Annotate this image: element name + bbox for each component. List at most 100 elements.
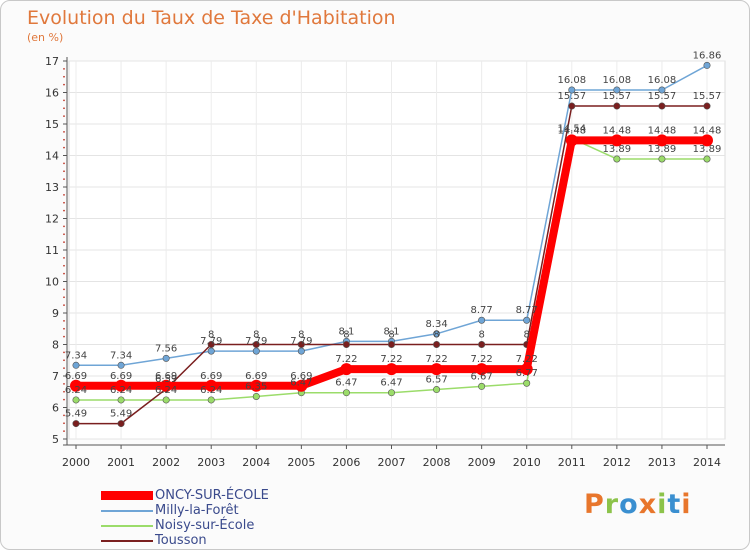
- data-label-tousson: 15.57: [603, 91, 632, 102]
- y-tick-label: 9: [52, 307, 59, 320]
- data-point-oncy: [70, 379, 82, 392]
- logo-letter: t: [667, 489, 682, 520]
- data-label-noisy: 13.89: [603, 144, 632, 155]
- y-minor-tick: [63, 296, 65, 299]
- y-tick-label: 7: [52, 370, 59, 383]
- y-minor-tick: [63, 162, 65, 165]
- y-axis-ticks: 5 6 7 8 9 10 11 12 13 14 15 16 17: [45, 55, 67, 446]
- data-label-tousson: 8: [343, 330, 349, 341]
- data-point-milly: [658, 86, 666, 94]
- x-tick-label: 2001: [107, 456, 135, 469]
- data-label-milly: 7.79: [200, 336, 222, 347]
- y-minor-tick: [63, 99, 65, 102]
- data-label-milly: 16.08: [603, 75, 632, 86]
- data-label-tousson: 5.49: [65, 409, 87, 420]
- data-label-tousson: 8: [208, 330, 214, 341]
- x-tick-label: 2004: [242, 456, 270, 469]
- y-minor-tick: [63, 382, 65, 385]
- data-point-tousson: [478, 340, 486, 348]
- data-label-milly: 8.1: [384, 326, 400, 337]
- data-label-tousson: 6.59: [155, 374, 177, 385]
- data-point-noisy: [72, 396, 80, 404]
- data-label-oncy: 6.69: [245, 371, 267, 382]
- data-point-oncy: [610, 134, 623, 147]
- y-minor-tick: [63, 75, 65, 78]
- data-label-milly: 8.77: [516, 305, 538, 316]
- data-point-oncy: [340, 363, 353, 376]
- data-label-tousson: 8: [478, 330, 484, 341]
- data-point-noisy: [613, 155, 621, 163]
- data-label-milly: 8.34: [425, 319, 447, 330]
- x-tick-label: 2014: [693, 456, 721, 469]
- legend-label-oncy: ONCY-SUR-ÉCOLE: [155, 488, 269, 503]
- unit-label: (en %): [27, 31, 64, 44]
- data-label-milly: 16.86: [693, 50, 722, 61]
- data-label-oncy: 6.69: [290, 371, 312, 382]
- y-minor-tick: [63, 367, 65, 370]
- data-labels: 6.24 6.24 6.24 6.24 6.35 6.47 6.47 6.47 6.57 6.67…: [65, 50, 721, 419]
- logo-letter: P: [584, 489, 605, 520]
- x-tick-label: 2011: [558, 456, 586, 469]
- data-point-tousson: [207, 340, 215, 348]
- data-label-milly: 7.56: [155, 343, 177, 354]
- y-minor-tick: [63, 264, 65, 267]
- logo-letter: x: [638, 489, 658, 520]
- data-point-oncy: [655, 134, 668, 147]
- data-label-tousson: 15.57: [557, 91, 586, 102]
- data-label-noisy: 6.47: [335, 378, 357, 389]
- data-point-milly: [433, 330, 441, 338]
- data-point-noisy: [703, 155, 711, 163]
- data-point-oncy: [701, 134, 713, 147]
- data-point-milly: [297, 347, 305, 355]
- data-point-noisy: [433, 386, 441, 394]
- data-point-milly: [252, 347, 260, 355]
- data-label-tousson: 8: [433, 330, 439, 341]
- chart-title: Evolution du Taux de Taxe d'Habitation: [27, 7, 396, 29]
- y-tick-label: 10: [45, 276, 59, 289]
- data-label-oncy: 14.48: [693, 125, 722, 136]
- data-label-noisy: 6.47: [290, 378, 312, 389]
- legend-item-tousson: Tousson: [101, 533, 361, 548]
- y-minor-tick: [63, 351, 65, 354]
- y-minor-tick: [63, 83, 65, 86]
- data-point-noisy: [387, 389, 395, 397]
- data-point-oncy: [160, 379, 173, 392]
- proxiti-logo: Proxiti: [584, 489, 692, 520]
- data-label-tousson: 15.57: [693, 91, 722, 102]
- data-point-oncy: [295, 379, 308, 392]
- data-label-oncy: 7.22: [471, 354, 493, 365]
- data-point-oncy: [475, 363, 488, 376]
- y-tick-label: 12: [45, 213, 59, 226]
- x-tick-label: 2013: [648, 456, 676, 469]
- data-point-oncy: [520, 363, 533, 376]
- data-label-noisy: 6.47: [380, 378, 402, 389]
- data-point-noisy: [207, 396, 215, 404]
- y-minor-tick: [63, 430, 65, 433]
- data-label-oncy: 14.48: [603, 125, 632, 136]
- legend-item-noisy: Noisy-sur-École: [101, 518, 361, 533]
- data-point-tousson: [297, 340, 305, 348]
- data-label-noisy: 6.24: [110, 385, 132, 396]
- x-axis-ticks: 2000 2001 2002 2003 2004 2005 2006 2007 2008 2009…: [62, 445, 721, 469]
- y-minor-tick: [63, 67, 65, 70]
- data-label-noisy: 14.54: [557, 123, 586, 134]
- y-minor-tick: [63, 422, 65, 425]
- data-label-oncy: 6.69: [200, 371, 222, 382]
- data-point-noisy: [658, 155, 666, 163]
- data-label-tousson: 5.49: [110, 409, 132, 420]
- y-tick-label: 15: [45, 118, 59, 131]
- data-label-tousson: 8: [388, 330, 394, 341]
- data-label-milly: 16.08: [557, 75, 586, 86]
- legend-item-milly: Milly-la-Forêt: [101, 503, 361, 518]
- data-point-tousson: [568, 102, 576, 110]
- x-tick-label: 2007: [378, 456, 406, 469]
- legend-swatch-noisy: [101, 525, 153, 527]
- data-point-oncy: [115, 379, 128, 392]
- y-minor-tick: [63, 130, 65, 133]
- data-label-oncy: 14.48: [648, 125, 677, 136]
- data-point-tousson: [342, 340, 350, 348]
- x-tick-label: 2006: [332, 456, 360, 469]
- data-point-noisy: [478, 382, 486, 390]
- data-point-milly: [523, 316, 531, 324]
